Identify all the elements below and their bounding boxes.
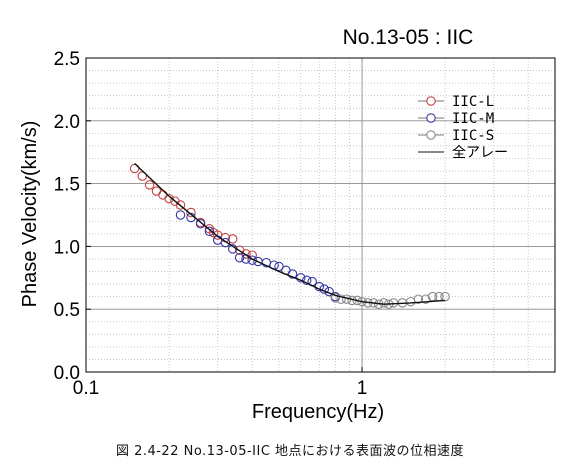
series-layer: [129, 162, 450, 309]
y-tick-label: 2.5: [54, 49, 80, 70]
data-point: [330, 293, 341, 303]
series-4: [134, 162, 446, 305]
x-tick-labels: 0.1 1: [73, 378, 368, 399]
legend-label: IIC-L: [452, 94, 494, 110]
data-point: [301, 275, 312, 286]
data-point: [287, 269, 298, 279]
data-point: [137, 171, 148, 181]
figure-caption: 図 2.4-22 No.13-05-IIC 地点における表面波の位相速度: [115, 444, 465, 459]
axis-ticks: [85, 57, 363, 373]
legend-marker: [426, 96, 436, 106]
data-point: [220, 237, 231, 248]
data-point: [336, 294, 346, 304]
legend-label: IIC-S: [452, 128, 494, 144]
y-tick-label: 2.0: [54, 112, 80, 133]
legend-marker: [426, 113, 436, 123]
y-tick-labels: 0.0 0.5 1.0 1.5 2.0 2.5: [54, 49, 80, 384]
data-point: [440, 291, 450, 302]
data-point: [195, 219, 206, 229]
data-point: [405, 296, 416, 307]
minor-grid: [86, 58, 556, 372]
legend-item: IIC-S: [418, 128, 494, 144]
data-point: [175, 210, 186, 220]
data-point: [164, 193, 174, 204]
data-point: [144, 180, 155, 190]
data-point: [158, 190, 168, 200]
legend-marker: [426, 130, 436, 140]
data-point: [186, 207, 196, 218]
chart: No.13-05 : IIC 0.1 1 0.00.51.01.52.02.5 I…: [19, 26, 556, 423]
series-line: [134, 162, 446, 305]
data-point: [379, 298, 389, 308]
y-tick-label: 1.0: [54, 237, 80, 258]
series-1: [129, 163, 257, 260]
legend-item: IIC-M: [418, 111, 494, 127]
data-point: [296, 273, 306, 283]
legend-label: 全アレー: [452, 144, 508, 161]
y-tick-label: 1.5: [54, 175, 80, 196]
data-point: [175, 200, 186, 210]
y-tick-label: 0.5: [54, 300, 80, 321]
data-point: [227, 234, 238, 244]
plot-frame: [85, 57, 556, 373]
data-point: [352, 295, 362, 306]
x-tick-label: 0.1: [73, 378, 99, 399]
data-point: [234, 252, 245, 263]
x-tick-label: 1: [357, 378, 368, 399]
y-axis-label: Phase Velocity(km/s): [19, 121, 41, 308]
legend-item: 全アレー: [418, 144, 508, 161]
chart-title: No.13-05 : IIC: [343, 26, 474, 49]
legend-label: IIC-M: [452, 111, 494, 127]
data-point: [204, 226, 215, 237]
legend-item: IIC-L: [418, 94, 494, 110]
data-point: [151, 186, 162, 196]
data-point: [413, 294, 424, 304]
x-axis-label: Frequency(Hz): [252, 401, 384, 423]
data-point: [420, 294, 431, 304]
y-tick-label: 0.0: [54, 363, 80, 384]
major-grid: [86, 58, 555, 372]
series-3: [330, 291, 450, 309]
